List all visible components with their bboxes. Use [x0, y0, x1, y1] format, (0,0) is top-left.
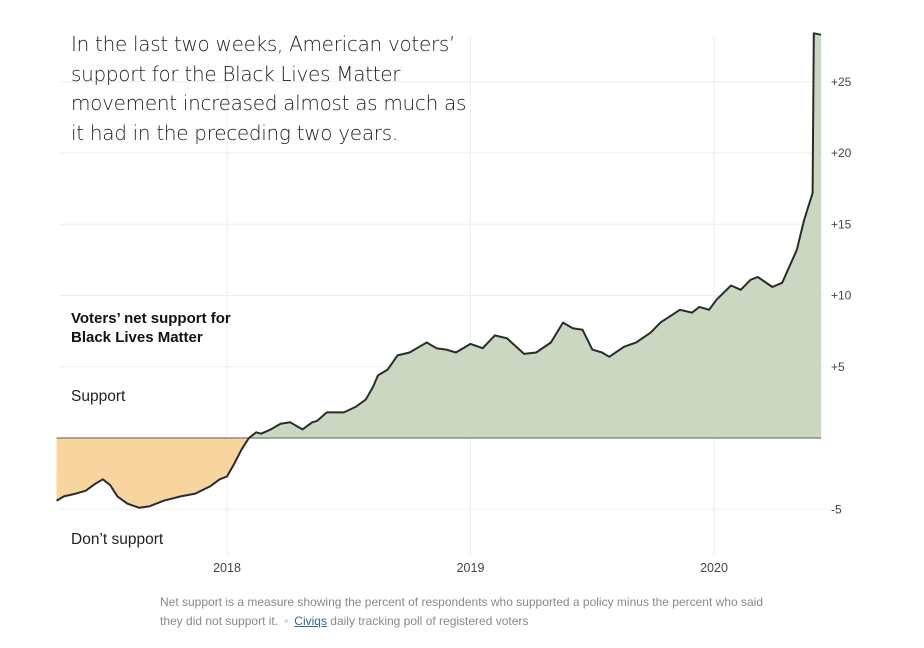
dont-support-area	[56, 438, 822, 508]
x-tick-label: 2019	[457, 561, 485, 575]
x-axis: 2018 2019 2020	[213, 561, 728, 575]
separator-dot: •	[284, 614, 289, 628]
footnote-text: Net support is a measure showing the per…	[160, 595, 764, 628]
source-text: daily tracking poll of registered voters	[330, 614, 529, 628]
dont-support-label: Don’t support	[71, 531, 164, 548]
support-area	[56, 33, 822, 438]
x-tick-label: 2018	[213, 561, 241, 575]
support-label: Support	[71, 388, 126, 405]
y-tick-label: +20	[831, 146, 852, 160]
chart-title: Voters’ net support for Black Lives Matt…	[71, 310, 231, 346]
y-axis: -5 +5 +10 +15 +20 +25	[831, 75, 852, 517]
footnote: Net support is a measure showing the per…	[160, 593, 780, 631]
net-support-line	[55, 32, 822, 509]
gridlines	[60, 37, 824, 555]
y-tick-label: +15	[831, 217, 852, 231]
y-tick-label: -5	[831, 502, 842, 516]
x-tick-label: 2020	[700, 561, 728, 575]
source-link[interactable]: Civiqs	[294, 614, 327, 628]
y-tick-label: +5	[831, 360, 845, 374]
headline: In the last two weeks, American voters’ …	[71, 32, 467, 145]
y-tick-label: +10	[831, 289, 852, 303]
y-tick-label: +25	[831, 75, 852, 89]
